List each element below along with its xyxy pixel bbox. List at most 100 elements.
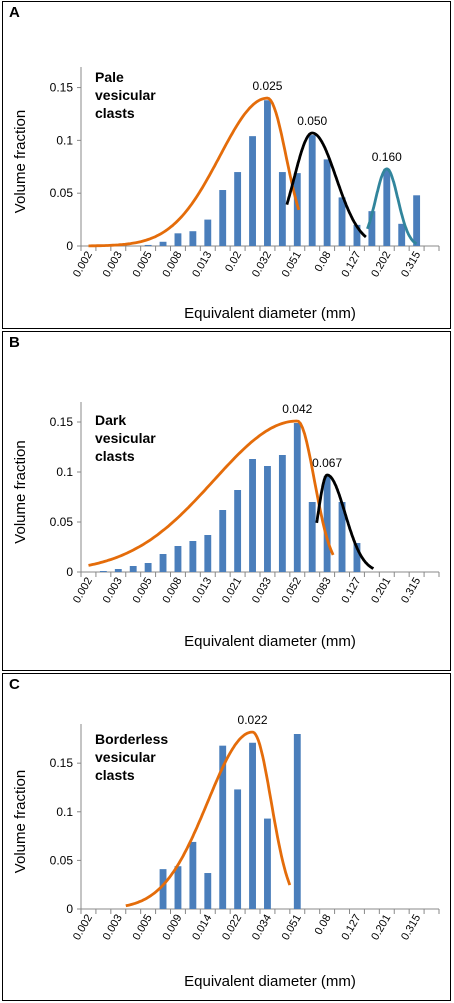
- bar: [353, 543, 361, 572]
- y-tick-label: 0.15: [50, 415, 74, 429]
- x-tick-label: 0.002: [71, 576, 95, 606]
- bar: [174, 233, 182, 246]
- bar: [159, 241, 167, 246]
- x-tick-label: 0.002: [71, 913, 95, 943]
- y-tick-label: 0.1: [56, 465, 73, 479]
- x-tick-label: 0.08: [313, 250, 334, 275]
- bar: [219, 190, 227, 246]
- x-tick-label: 0.315: [399, 576, 423, 606]
- panel-letter: B: [9, 334, 20, 351]
- mode-label: 0.042: [282, 402, 312, 416]
- panel-c: C Volume fraction 0 0.05 0.1 0.15 0.002 0.003 0.…: [2, 673, 451, 1001]
- panel-letter: C: [9, 676, 20, 693]
- fit-curve: [125, 730, 292, 908]
- x-tick-label: 0.005: [131, 576, 155, 606]
- x-tick-label: 0.315: [399, 250, 423, 280]
- mode-label: 0.025: [252, 79, 282, 93]
- x-tick-label: 0.013: [190, 250, 214, 280]
- x-tick-label: 0.08: [313, 913, 334, 938]
- x-tick-label: 0.002: [71, 250, 95, 280]
- bar: [293, 423, 301, 572]
- x-tick-label: 0.014: [190, 913, 214, 943]
- y-tick-label: 0: [66, 902, 73, 916]
- bar: [234, 490, 242, 572]
- bar: [159, 869, 167, 909]
- x-axis-title: Equivalent diameter (mm): [184, 305, 356, 322]
- panel-title: clasts: [95, 105, 135, 121]
- bar: [189, 231, 197, 246]
- y-tick-label: 0.15: [50, 81, 74, 95]
- bar: [159, 554, 167, 572]
- bar: [189, 541, 197, 572]
- x-tick-label: 0.003: [101, 576, 125, 606]
- fit-curve: [88, 419, 335, 567]
- x-tick-label: 0.02: [223, 250, 244, 275]
- bar: [249, 742, 256, 909]
- mode-label: 0.160: [372, 150, 402, 164]
- bar: [189, 841, 197, 909]
- x-tick-label: 0.005: [131, 250, 155, 280]
- panel-title: clasts: [95, 448, 135, 464]
- x-tick-label: 0.021: [220, 576, 244, 606]
- panel-title: vesicular: [95, 749, 156, 765]
- panel-title: Dark: [95, 412, 126, 428]
- panel-title: clasts: [95, 767, 135, 783]
- bar: [383, 168, 391, 246]
- panel-title: Borderless: [95, 731, 168, 747]
- x-tick-label: 0.013: [190, 576, 214, 606]
- bar: [338, 502, 346, 572]
- bar: [129, 566, 137, 572]
- bar: [264, 100, 271, 246]
- x-tick-label: 0.022: [220, 913, 244, 943]
- x-axis-title: Equivalent diameter (mm): [184, 973, 356, 990]
- fit-curve: [315, 473, 375, 570]
- x-tick-label: 0.008: [160, 576, 184, 606]
- y-axis-title: Volume fraction: [12, 770, 29, 873]
- x-tick-label: 0.033: [250, 576, 274, 606]
- y-axis-title: Volume fraction: [12, 110, 29, 213]
- bar: [234, 172, 242, 246]
- x-tick-label: 0.003: [101, 250, 125, 280]
- bar: [204, 535, 212, 572]
- bar: [204, 219, 212, 246]
- y-tick-label: 0.05: [50, 853, 74, 867]
- bar: [413, 195, 421, 246]
- bar: [219, 745, 227, 909]
- x-tick-label: 0.127: [339, 576, 363, 606]
- y-axis-title: Volume fraction: [12, 440, 29, 543]
- x-tick-label: 0.127: [339, 250, 363, 280]
- bar: [264, 466, 271, 572]
- y-tick-label: 0.1: [56, 805, 73, 819]
- bar: [293, 734, 301, 909]
- panel-title: vesicular: [95, 430, 156, 446]
- x-tick-label: 0.008: [160, 250, 184, 280]
- bar: [323, 159, 331, 246]
- y-tick-label: 0.05: [50, 186, 74, 200]
- bar: [219, 510, 227, 572]
- bar: [174, 866, 182, 909]
- y-tick-label: 0: [66, 239, 73, 253]
- y-tick-label: 0.05: [50, 515, 74, 529]
- bar: [278, 172, 286, 246]
- x-tick-label: 0.201: [369, 576, 393, 606]
- bar: [398, 223, 406, 246]
- fit-curve: [366, 167, 418, 246]
- x-tick-label: 0.202: [369, 250, 393, 280]
- panel-title: vesicular: [95, 87, 156, 103]
- x-tick-label: 0.034: [250, 913, 274, 943]
- x-axis-title: Equivalent diameter (mm): [184, 633, 356, 650]
- x-tick-label: 0.009: [160, 913, 184, 943]
- mode-label: 0.067: [312, 456, 342, 470]
- y-tick-label: 0.1: [56, 133, 73, 147]
- bar: [114, 569, 122, 572]
- bar: [204, 873, 212, 909]
- x-tick-label: 0.127: [339, 913, 363, 943]
- y-tick-label: 0: [66, 565, 73, 579]
- bar: [174, 546, 182, 572]
- x-tick-label: 0.201: [369, 913, 393, 943]
- x-tick-label: 0.003: [101, 913, 125, 943]
- bar: [249, 459, 256, 572]
